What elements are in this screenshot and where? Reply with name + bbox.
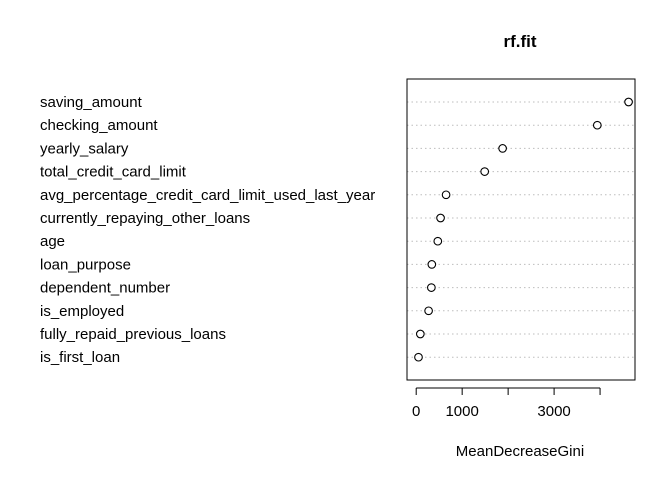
data-point [441, 190, 451, 200]
category-labels: saving_amount checking_amount yearly_salar… [40, 94, 375, 366]
data-point [480, 167, 490, 176]
category-label: is_first_loan [40, 349, 120, 366]
category-label: age [40, 233, 65, 250]
data-point [498, 144, 507, 153]
data-point [624, 97, 633, 107]
data-point [414, 352, 423, 362]
category-label: is_employed [40, 303, 124, 320]
data-point [427, 260, 437, 269]
x-axis-label: MeanDecreaseGini [456, 443, 584, 460]
guide-lines [407, 101, 635, 358]
category-label: dependent_number [40, 280, 170, 297]
chart-title: rf.fit [503, 32, 536, 51]
data-points [414, 97, 633, 362]
data-point [433, 236, 443, 246]
category-label: yearly_salary [40, 140, 129, 157]
x-tick-label: 1000 [445, 403, 478, 420]
x-tick-label: 3000 [537, 403, 570, 420]
category-label: fully_repaid_previous_loans [40, 326, 226, 343]
plot-area [406, 78, 636, 381]
category-label: saving_amount [40, 94, 143, 111]
x-tick-label: 0 [412, 403, 420, 420]
category-label: loan_purpose [40, 256, 131, 273]
category-label: currently_repaying_other_loans [40, 210, 250, 227]
data-point [436, 213, 445, 223]
category-label: checking_amount [40, 117, 158, 134]
data-point [592, 120, 602, 130]
data-point [415, 329, 425, 339]
x-axis: 0 1000 3000 [412, 387, 601, 420]
category-label: total_credit_card_limit [40, 164, 187, 181]
plot-frame [406, 78, 636, 381]
data-point [427, 283, 436, 292]
category-label: avg_percentage_credit_card_limit_used_la… [40, 187, 375, 204]
data-point [424, 306, 433, 316]
